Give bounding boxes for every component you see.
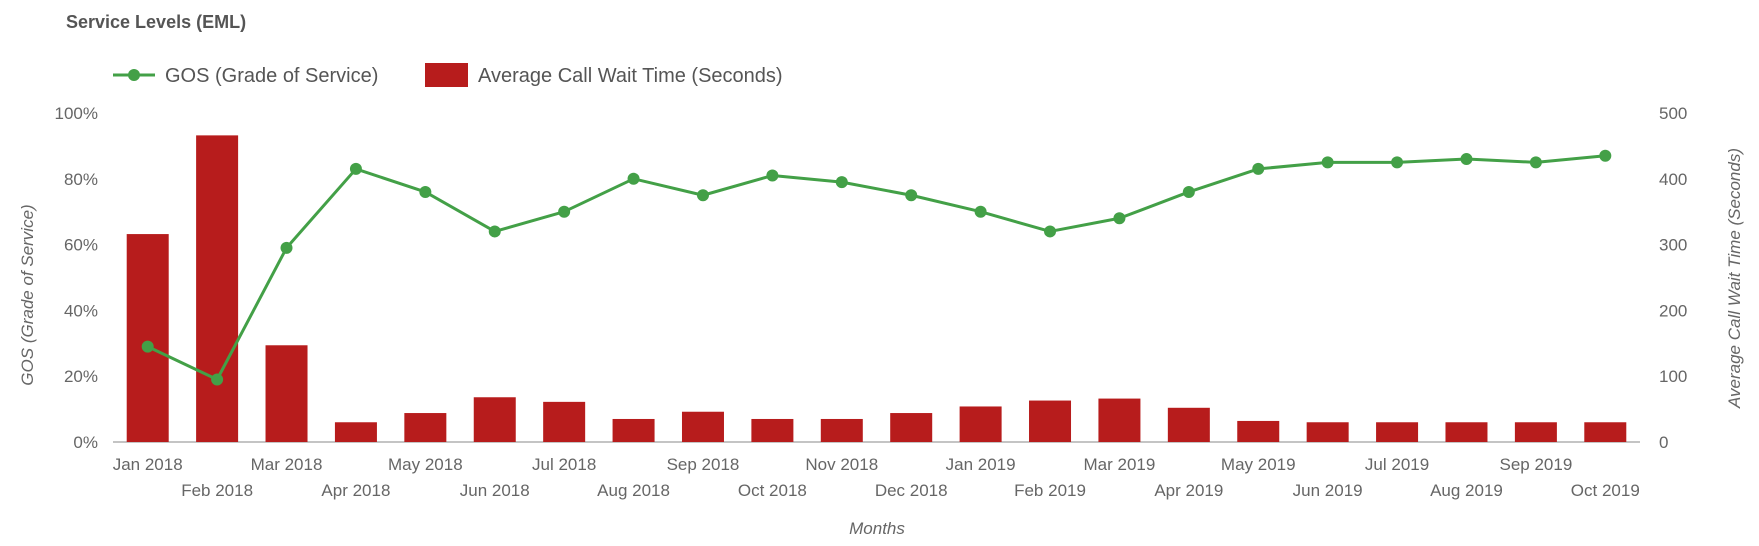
x-tick-label: Apr 2018	[321, 481, 390, 500]
gos-point	[1391, 156, 1404, 169]
legend-line-marker	[128, 69, 140, 81]
gos-point	[696, 189, 709, 202]
x-tick-label: Sep 2018	[667, 455, 740, 474]
x-tick-label: Apr 2019	[1154, 481, 1223, 500]
x-tick-label: Jan 2019	[946, 455, 1016, 474]
gos-point	[211, 373, 224, 386]
right-tick-label: 100	[1659, 367, 1687, 386]
x-tick-label: Mar 2019	[1084, 455, 1156, 474]
x-tick-label: Feb 2019	[1014, 481, 1086, 500]
gos-point	[1460, 153, 1473, 166]
x-tick-label: Feb 2018	[181, 481, 253, 500]
bar	[820, 418, 863, 442]
right-tick-label: 0	[1659, 433, 1668, 452]
left-tick-label: 0%	[73, 433, 98, 452]
gos-line	[147, 154, 1606, 381]
x-axis-ticks: Jan 2018 Feb 2018 Mar 2018 Apr 2018 May 2018…	[113, 455, 1640, 500]
left-axis-ticks: 0% 20% 40% 60% 80% 100%	[55, 104, 98, 452]
gos-point	[1599, 149, 1612, 162]
bar	[1445, 422, 1488, 442]
bar	[1584, 422, 1627, 442]
line-series	[141, 149, 1612, 386]
gos-point	[280, 241, 293, 254]
x-tick-label: May 2019	[1221, 455, 1296, 474]
gos-point	[835, 176, 848, 189]
left-tick-label: 100%	[55, 104, 98, 123]
left-tick-label: 20%	[64, 367, 98, 386]
gos-point	[905, 189, 918, 202]
x-tick-label: Mar 2018	[251, 455, 323, 474]
gos-point	[1044, 225, 1057, 238]
bar	[1237, 420, 1280, 442]
right-tick-label: 300	[1659, 236, 1687, 255]
bar	[334, 422, 377, 442]
bar	[751, 418, 794, 442]
bar	[404, 413, 447, 442]
x-tick-label: Jan 2018	[113, 455, 183, 474]
right-tick-label: 200	[1659, 301, 1687, 320]
left-tick-label: 80%	[64, 170, 98, 189]
gos-point	[1182, 185, 1195, 198]
gos-point	[558, 205, 571, 218]
x-tick-label: Jun 2019	[1293, 481, 1363, 500]
x-axis-title: Months	[849, 519, 905, 538]
bar	[612, 418, 655, 442]
bar	[265, 345, 308, 442]
gos-point	[974, 205, 987, 218]
bar	[473, 397, 516, 442]
bar	[681, 411, 724, 442]
x-tick-label: Jul 2018	[532, 455, 596, 474]
bar	[959, 406, 1002, 442]
right-axis-ticks: 0 100 200 300 400 500	[1659, 104, 1687, 452]
gos-point	[349, 162, 362, 175]
gos-point	[627, 172, 640, 185]
legend-bar-swatch	[425, 63, 468, 87]
x-tick-label: Aug 2019	[1430, 481, 1503, 500]
y-axis-right-title: Average Call Wait Time (Seconds)	[1725, 148, 1744, 409]
gos-point	[1252, 162, 1265, 175]
gos-point	[1529, 156, 1542, 169]
gos-point	[419, 185, 432, 198]
bar	[890, 413, 933, 442]
x-tick-label: Oct 2018	[738, 481, 807, 500]
x-tick-label: Jul 2019	[1365, 455, 1429, 474]
legend: GOS (Grade of Service) Average Call Wait…	[113, 63, 783, 87]
gos-point	[1321, 156, 1334, 169]
right-tick-label: 400	[1659, 170, 1687, 189]
bar	[196, 135, 239, 442]
x-tick-label: Nov 2018	[805, 455, 878, 474]
bar	[1514, 422, 1557, 442]
legend-label-gos: GOS (Grade of Service)	[165, 65, 378, 87]
bar	[1376, 422, 1419, 442]
bar	[1029, 400, 1072, 442]
right-tick-label: 500	[1659, 104, 1687, 123]
left-tick-label: 40%	[64, 301, 98, 320]
gos-point	[1113, 212, 1126, 225]
x-tick-label: May 2018	[388, 455, 463, 474]
bar-series	[126, 135, 1627, 442]
bar	[543, 401, 586, 442]
gos-point	[141, 340, 154, 353]
gos-point	[488, 225, 501, 238]
chart-title: Service Levels (EML)	[66, 12, 246, 32]
x-tick-label: Aug 2018	[597, 481, 670, 500]
legend-label-wait: Average Call Wait Time (Seconds)	[478, 65, 783, 87]
x-tick-label: Dec 2018	[875, 481, 948, 500]
bar	[1167, 407, 1210, 442]
bar	[126, 234, 169, 442]
left-tick-label: 60%	[64, 236, 98, 255]
x-tick-label: Sep 2019	[1499, 455, 1572, 474]
bar	[1098, 398, 1141, 442]
x-tick-label: Jun 2018	[460, 481, 530, 500]
x-tick-label: Oct 2019	[1571, 481, 1640, 500]
y-axis-left-title: GOS (Grade of Service)	[18, 204, 37, 385]
gos-point	[766, 169, 779, 182]
bar	[1306, 422, 1349, 442]
